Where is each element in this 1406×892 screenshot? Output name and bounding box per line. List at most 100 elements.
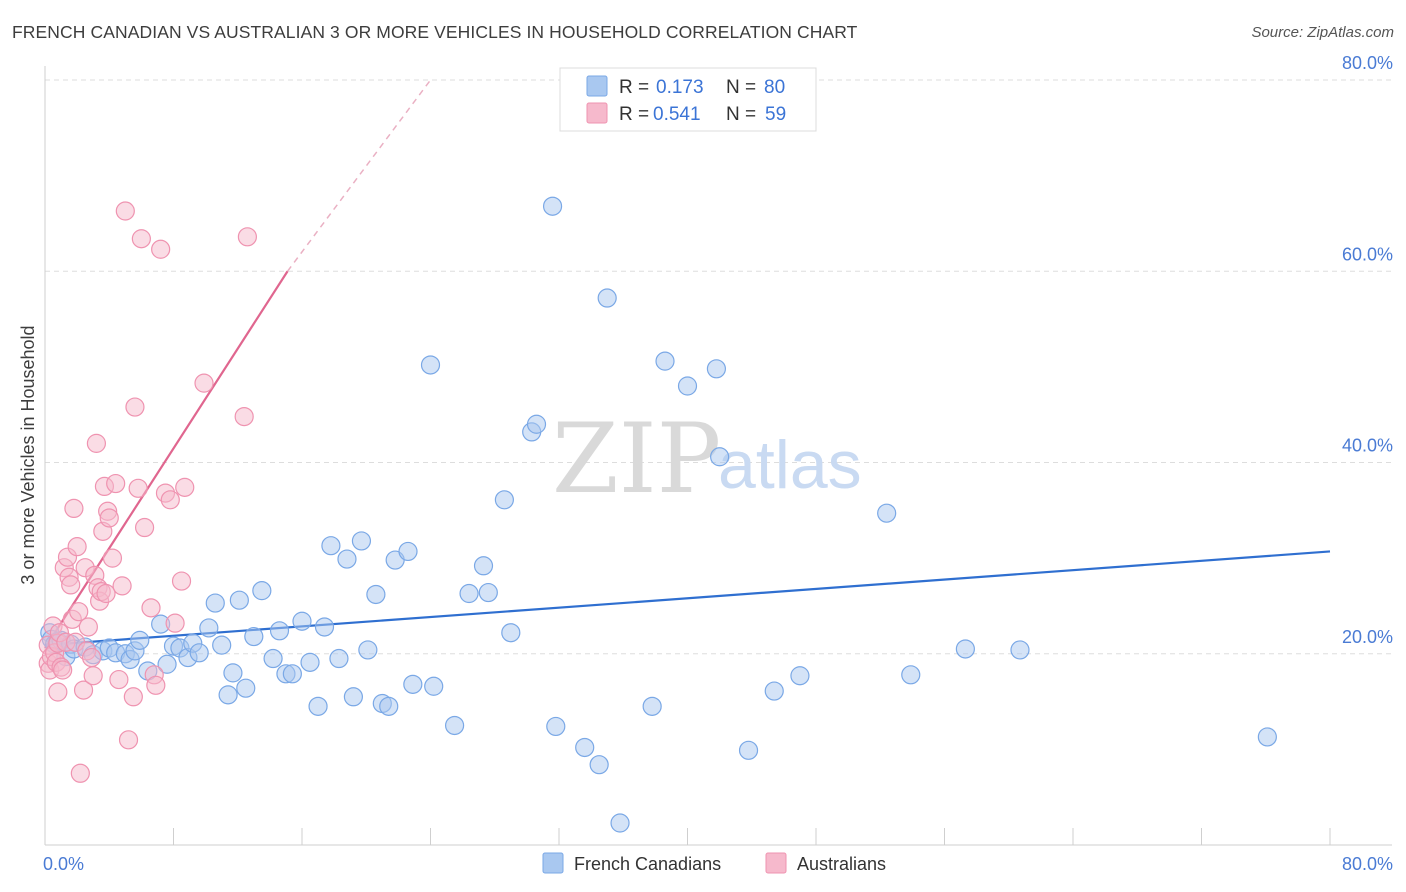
australians-point <box>83 666 103 686</box>
french-canadians-point <box>901 665 921 685</box>
french-canadians-point <box>321 536 341 556</box>
french-canadians-point <box>244 626 264 647</box>
watermark-zip: ZIP <box>552 403 721 515</box>
french-canadians-point <box>300 652 320 672</box>
australians-point <box>109 669 129 690</box>
australians-point <box>81 647 102 668</box>
french-canadians-point <box>655 351 675 371</box>
french-canadians-point <box>459 583 479 604</box>
australians-point <box>99 508 119 528</box>
french-canadians-point <box>199 618 219 638</box>
french-canadians-point <box>379 696 399 716</box>
australians-point <box>106 473 126 494</box>
french-canadians-point <box>420 355 441 375</box>
australians-point <box>73 680 94 700</box>
australians-point <box>141 598 161 618</box>
australians-point <box>151 239 171 259</box>
legend-r-value: 0.541 <box>653 104 701 125</box>
australians-point <box>118 730 139 750</box>
australians-point <box>102 548 123 568</box>
australians-point <box>131 229 151 249</box>
australians-point <box>165 613 185 633</box>
french-canadians-point <box>473 556 494 576</box>
bottom-legend: French Canadians Australians <box>542 852 886 874</box>
french-canadians-point <box>269 621 290 641</box>
french-canadians-point <box>1257 727 1277 747</box>
french-canadians-point <box>212 635 232 655</box>
australians-point <box>134 517 155 538</box>
french-canadians-point <box>218 685 238 705</box>
australians-point <box>112 576 132 596</box>
australians-point <box>237 227 257 247</box>
french-canadians-point <box>189 643 209 663</box>
french-canadians-point <box>252 581 272 601</box>
french-canadians-point <box>589 755 609 775</box>
legend-swatch-french-canadians <box>586 75 608 97</box>
data-points <box>38 196 1277 833</box>
french-canadians-point <box>130 630 150 650</box>
legend-box: R = 0.173 N = 80 R = 0.541 N = 59 <box>559 67 817 132</box>
trend-lines <box>44 79 1331 649</box>
australians-point <box>171 571 192 591</box>
french-canadians-point <box>329 648 349 669</box>
french-canadians-point <box>501 623 521 643</box>
y-tick-labels: 20.0% 40.0% 60.0% 80.0% <box>1342 53 1393 647</box>
french-canadians-point <box>351 531 372 551</box>
french-canadians-point <box>610 813 630 833</box>
french-canadians-point <box>478 582 498 603</box>
french-canadians-point <box>494 490 514 510</box>
bottom-legend-australians: Australians <box>797 854 886 874</box>
french-canadians-point <box>575 737 595 758</box>
y-tick-label-1: 40.0% <box>1342 436 1393 456</box>
french-canadians-point <box>403 674 423 694</box>
australians-point <box>67 537 87 557</box>
y-tick-label-2: 60.0% <box>1342 244 1393 264</box>
french-canadians-point <box>398 541 418 562</box>
french-canadians-point <box>343 687 363 707</box>
australians-point <box>175 477 195 497</box>
french-canadians-point <box>292 611 312 631</box>
french-canadians-point <box>877 503 897 523</box>
french-canadians-point <box>790 666 810 686</box>
australians-point <box>96 583 116 604</box>
watermark: ZIP atlas <box>552 403 862 515</box>
french-canadians-point <box>205 593 225 613</box>
french-canadians-point <box>597 288 617 308</box>
french-canadians-point <box>955 639 975 659</box>
french-canadians-point <box>710 447 730 467</box>
australians-point <box>61 575 81 595</box>
legend-n-value: 80 <box>764 77 785 98</box>
axes <box>44 66 1392 846</box>
legend-r-label: R = <box>619 77 649 98</box>
y-tick-label-0: 20.0% <box>1342 627 1393 647</box>
x-tick-label-1: 80.0% <box>1342 854 1393 874</box>
trend-line-1 <box>44 270 289 649</box>
bottom-legend-swatch-french-canadians <box>542 852 564 874</box>
australians-point <box>115 201 135 221</box>
french-canadians-point <box>308 696 328 716</box>
australians-point <box>70 763 90 783</box>
french-canadians-point <box>738 740 759 760</box>
australians-point <box>123 687 143 707</box>
french-canadians-point <box>157 654 177 674</box>
legend-r-value: 0.173 <box>656 77 704 98</box>
french-canadians-point <box>706 359 727 379</box>
french-canadians-point <box>424 676 444 696</box>
australians-point <box>78 617 98 637</box>
chart-title: FRENCH CANADIAN VS AUSTRALIAN 3 OR MORE … <box>12 22 858 42</box>
french-canadians-point <box>358 640 378 660</box>
french-canadians-point <box>366 584 386 605</box>
french-canadians-point <box>542 196 563 216</box>
legend-n-label: N = <box>726 104 756 125</box>
legend-swatch-australians <box>586 102 608 124</box>
french-canadians-point <box>677 376 698 396</box>
y-tick-label-3: 80.0% <box>1342 53 1393 73</box>
australians-point <box>69 602 89 622</box>
australians-point <box>48 682 68 702</box>
australians-point <box>194 373 214 393</box>
french-canadians-point <box>642 696 662 716</box>
x-tick-label-0: 0.0% <box>43 854 84 874</box>
french-canadians-point <box>263 648 283 669</box>
french-canadians-point <box>337 549 357 569</box>
australians-point <box>234 407 254 427</box>
